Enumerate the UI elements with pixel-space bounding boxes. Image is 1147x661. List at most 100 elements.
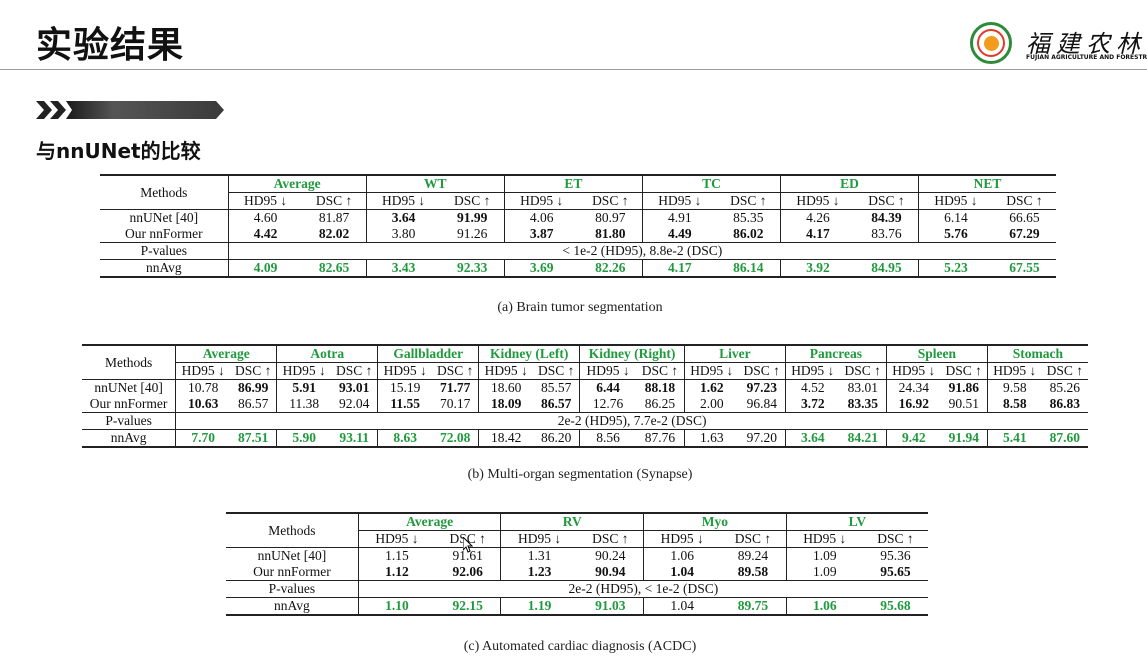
table-row: Our nnFormer 10.63 86.57 11.38 92.04 11.55 70.… xyxy=(82,396,1088,413)
value-cell: 85.57 xyxy=(533,379,580,396)
nnavg-value: 67.55 xyxy=(992,259,1056,278)
metric-header-hd95: HD95 ↓ xyxy=(276,362,332,380)
methods-header: Methods xyxy=(82,344,176,380)
table-brain-tumor: Methods Average WT ET TC ED NET HD95 ↓ DSC ↑ HD95… xyxy=(100,174,1056,278)
value-cell: 86.25 xyxy=(644,396,676,411)
group-header: Average xyxy=(175,344,277,363)
metric-header-hd95: HD95 ↓ xyxy=(478,362,534,380)
nnavg-value: 82.26 xyxy=(578,259,643,278)
nnavg-label: nnAvg xyxy=(82,429,176,448)
section-title: 与nnUNet的比较 xyxy=(36,139,201,163)
value-cell: 86.57 xyxy=(237,396,269,411)
nnavg-value: 86.14 xyxy=(716,259,781,278)
value-cell: 85.35 xyxy=(716,209,781,226)
group-header: Average xyxy=(227,174,367,193)
value-cell: 11.38 xyxy=(276,396,332,413)
group-header: ED xyxy=(779,174,919,193)
logo-chinese-name: 福建农林大 xyxy=(1026,30,1147,58)
nnavg-label: nnAvg xyxy=(100,259,229,278)
metric-header-dsc: DSC ↑ xyxy=(577,530,644,548)
metric-header-hd95: HD95 ↓ xyxy=(579,362,636,380)
nnavg-value: 1.06 xyxy=(785,597,863,616)
value-cell: 70.17 xyxy=(439,396,471,411)
nnavg-value: 92.33 xyxy=(440,259,505,278)
value-cell: 9.58 xyxy=(986,379,1042,396)
group-header: Pancreas xyxy=(784,344,887,363)
group-header: Gallbladder xyxy=(377,344,479,363)
value-cell: 3.64 xyxy=(365,209,441,226)
page-title: 实验结果 xyxy=(36,25,185,66)
nnavg-value: 4.17 xyxy=(641,259,717,278)
pvalues-text: 2e-2 (HD95), 7.7e-2 (DSC) xyxy=(175,412,1088,430)
value-cell: 81.87 xyxy=(302,209,367,226)
nnavg-value: 3.92 xyxy=(779,259,855,278)
value-cell: 1.06 xyxy=(643,547,721,564)
table-row: nnUNet [40] 10.78 86.99 5.91 93.01 15.19 71.77… xyxy=(82,379,1088,396)
metric-header-hd95: HD95 ↓ xyxy=(779,192,855,210)
value-cell: 96.84 xyxy=(746,396,777,411)
metric-header-hd95: HD95 ↓ xyxy=(918,192,993,210)
value-cell: 1.04 xyxy=(643,564,721,581)
group-header: ET xyxy=(503,174,643,193)
group-header: LV xyxy=(785,512,928,531)
value-cell: 4.91 xyxy=(641,209,717,226)
nnavg-value: 86.20 xyxy=(533,429,580,448)
value-cell: 83.01 xyxy=(839,379,887,396)
nnavg-value: 7.70 xyxy=(175,429,231,448)
table-row: Our nnFormer 1.12 92.06 1.23 90.94 1.04 89.58 1… xyxy=(226,564,928,581)
group-header: RV xyxy=(500,512,644,531)
table-multi-organ: Methods Average Aotra Gallbladder Kidney (Le… xyxy=(82,344,1088,448)
metric-header-dsc: DSC ↑ xyxy=(578,192,643,210)
metric-header-dsc: DSC ↑ xyxy=(440,192,505,210)
value-cell: 97.23 xyxy=(738,379,786,396)
value-cell: 4.17 xyxy=(779,226,855,243)
value-cell: 1.09 xyxy=(785,564,863,581)
metric-header-hd95: HD95 ↓ xyxy=(643,530,721,548)
value-cell: 1.31 xyxy=(500,547,578,564)
value-cell: 91.26 xyxy=(456,226,488,241)
value-cell: 82.02 xyxy=(318,226,350,241)
nnavg-value: 8.56 xyxy=(579,429,636,448)
method-name: nnUNet [40] xyxy=(100,209,229,226)
metric-header-dsc: DSC ↑ xyxy=(716,192,781,210)
nnavg-value: 1.19 xyxy=(500,597,578,616)
table-row: Our nnFormer 4.42 82.02 3.80 91.26 3.87 81.80 4… xyxy=(100,226,1056,243)
value-cell: 90.94 xyxy=(595,564,626,579)
nnavg-value: 4.09 xyxy=(227,259,303,278)
value-cell: 18.60 xyxy=(478,379,534,396)
nnavg-value: 5.41 xyxy=(986,429,1042,448)
value-cell: 91.61 xyxy=(435,547,501,564)
value-cell: 15.19 xyxy=(377,379,433,396)
value-cell: 83.35 xyxy=(847,396,878,411)
nnavg-value: 18.42 xyxy=(478,429,534,448)
methods-header: Methods xyxy=(100,174,229,210)
double-chevron-arrow-icon xyxy=(36,101,224,119)
value-cell: 95.36 xyxy=(862,547,928,564)
university-logo: 福建农林大 FUJIAN AGRICULTURE AND FORESTRY UN… xyxy=(968,20,1147,70)
group-header: TC xyxy=(641,174,781,193)
method-name: nnUNet [40] xyxy=(82,379,176,396)
metric-header-dsc: DSC ↑ xyxy=(854,192,919,210)
metric-header-dsc: DSC ↑ xyxy=(862,530,928,548)
pvalues-text: 2e-2 (HD95), < 1e-2 (DSC) xyxy=(357,580,928,598)
group-header: NET xyxy=(918,174,1056,193)
value-cell: 88.18 xyxy=(636,379,685,396)
value-cell: 81.80 xyxy=(595,226,626,241)
table-row: nnUNet [40] 4.60 81.87 3.64 91.99 4.06 80.97 4.… xyxy=(100,209,1056,226)
value-cell: 5.76 xyxy=(918,226,993,243)
metric-header-hd95: HD95 ↓ xyxy=(500,530,578,548)
value-cell: 11.55 xyxy=(377,396,433,413)
group-header: Stomach xyxy=(986,344,1088,363)
nnavg-value: 95.68 xyxy=(862,597,928,616)
nnavg-value: 93.11 xyxy=(331,429,378,448)
nnavg-value: 72.08 xyxy=(432,429,479,448)
value-cell: 16.92 xyxy=(885,396,941,413)
pvalues-label: P-values xyxy=(100,242,229,260)
method-name: nnUNet [40] xyxy=(226,547,359,564)
value-cell: 3.80 xyxy=(365,226,441,243)
nnavg-value: 87.51 xyxy=(230,429,277,448)
university-logo-icon xyxy=(970,22,1012,64)
group-header: Myo xyxy=(643,512,787,531)
value-cell: 90.24 xyxy=(577,547,644,564)
value-cell: 4.26 xyxy=(779,209,855,226)
